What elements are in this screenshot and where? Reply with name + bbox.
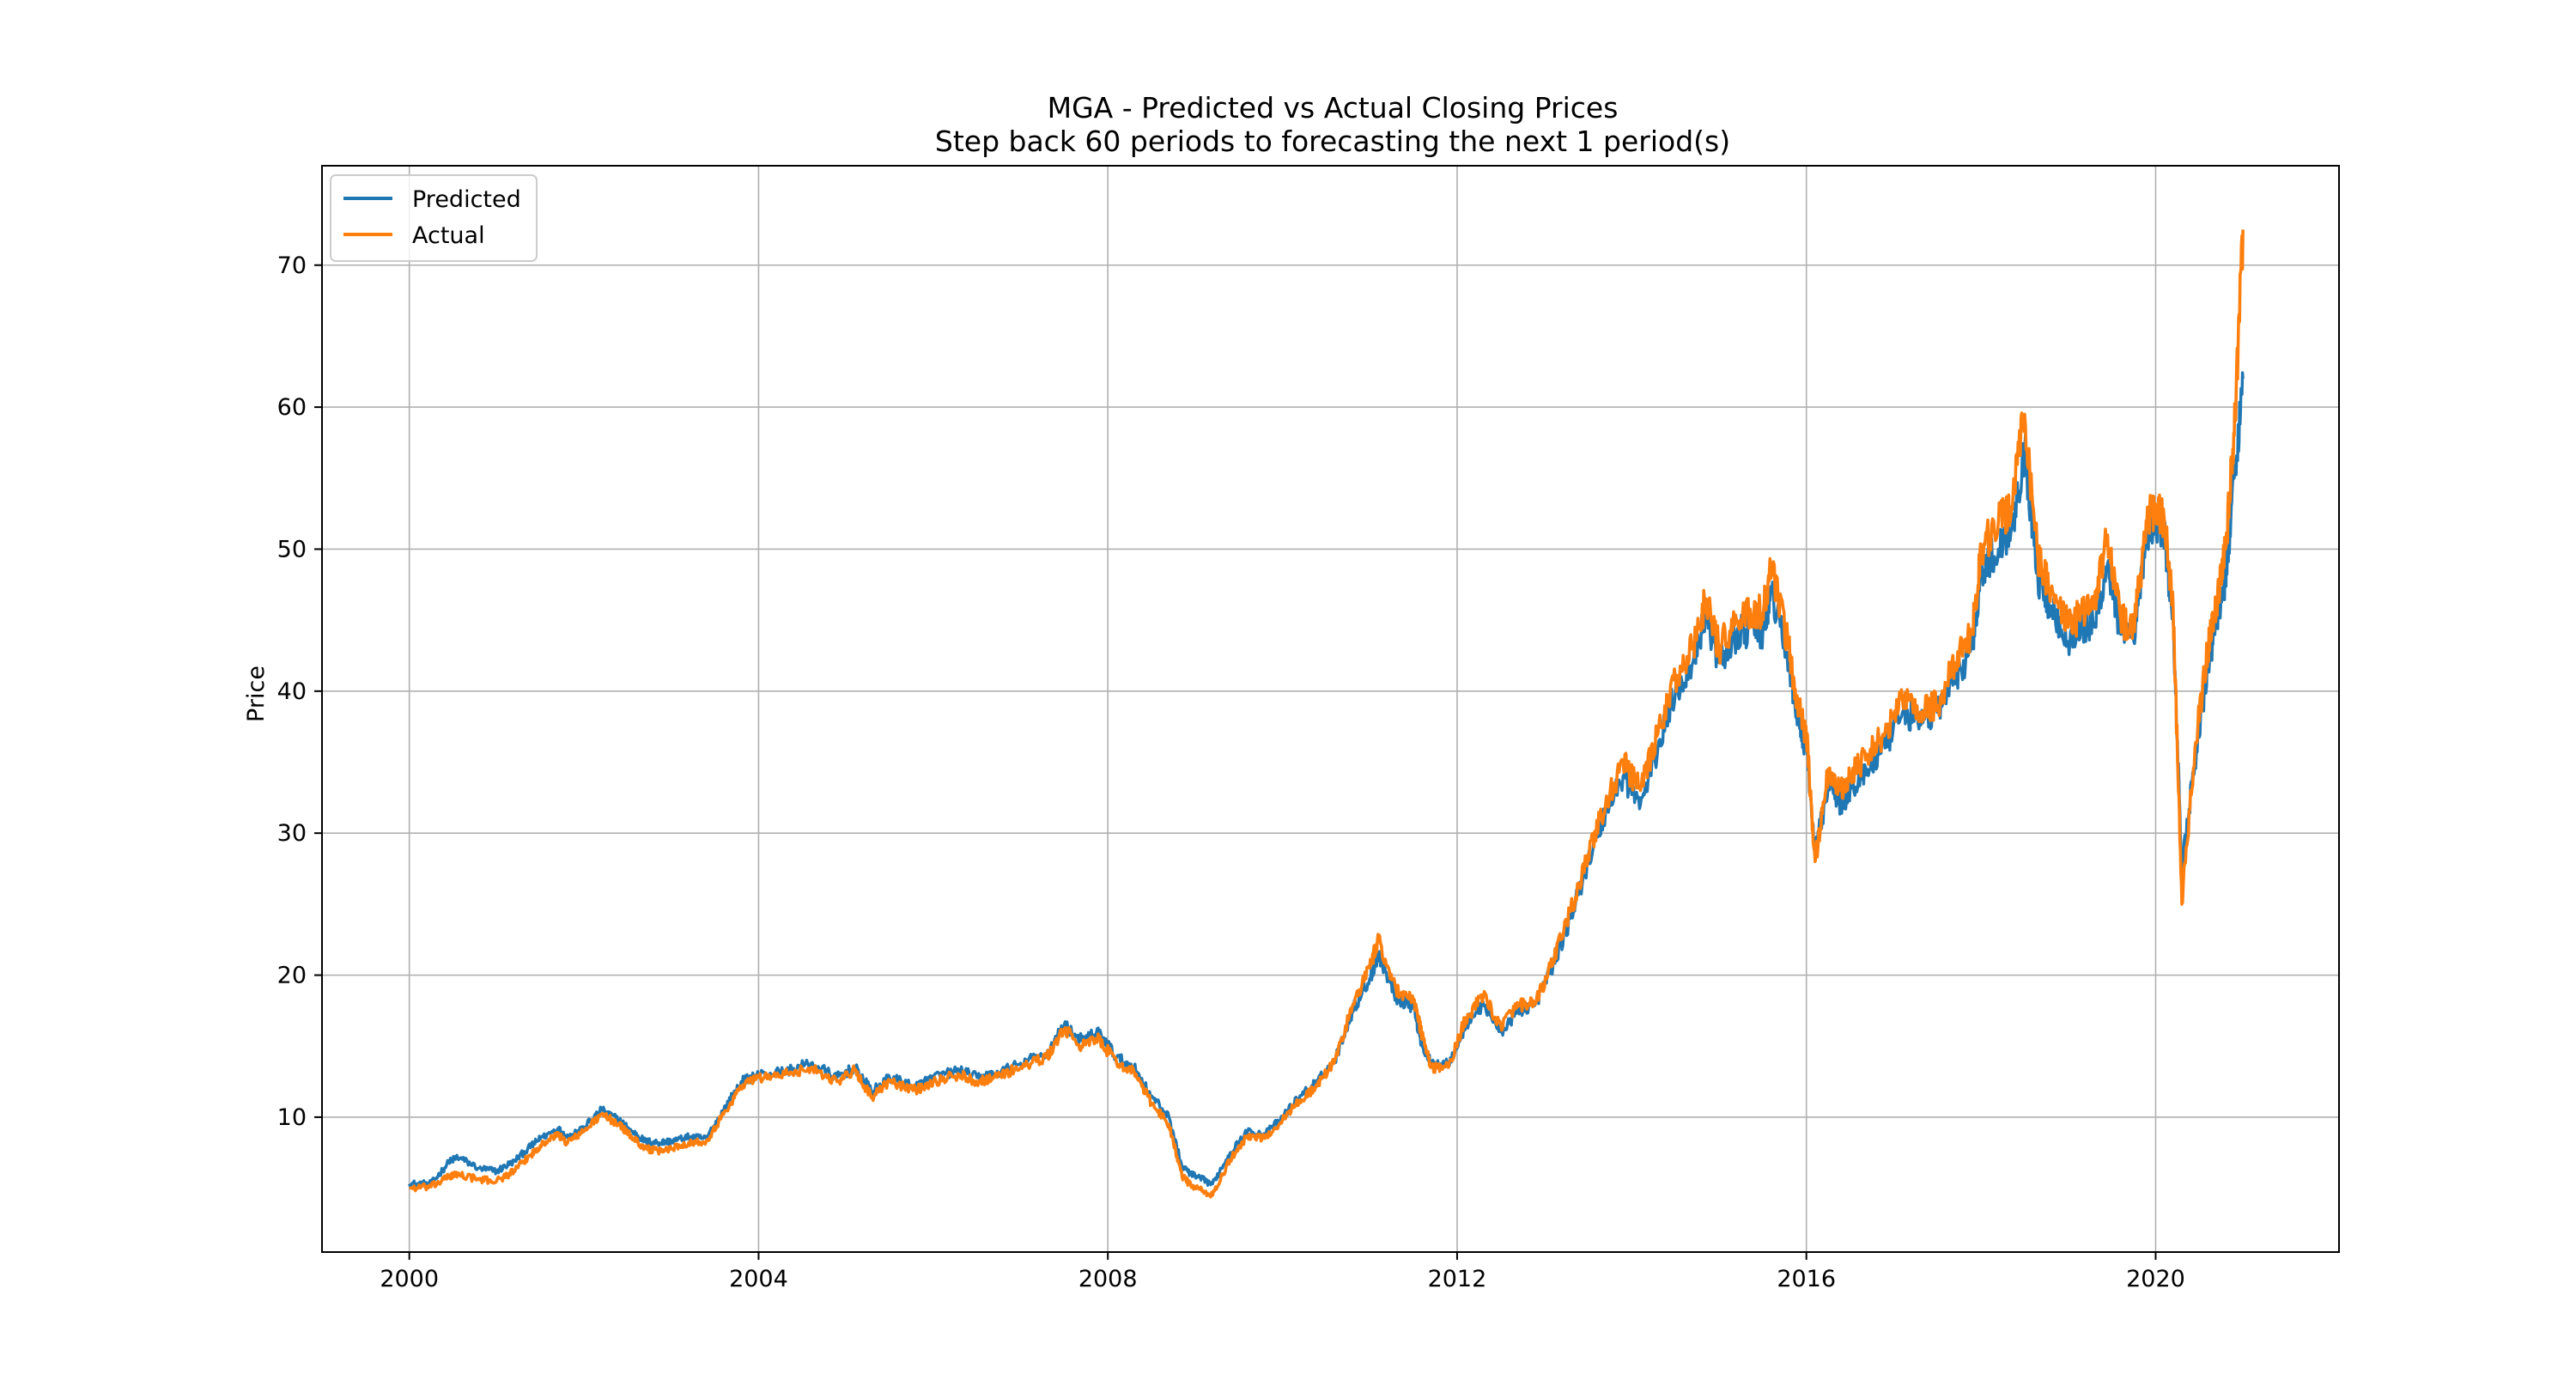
- legend-label-predicted: Predicted: [412, 186, 521, 213]
- x-tick-label: 2004: [729, 1266, 788, 1292]
- y-tick-label: 20: [277, 963, 307, 989]
- y-tick-label: 50: [277, 536, 307, 562]
- y-tick-label: 40: [277, 678, 307, 705]
- x-tick-label: 2012: [1428, 1266, 1487, 1292]
- chart-title: MGA - Predicted vs Actual Closing Prices: [1048, 91, 1619, 125]
- x-tick-label: 2016: [1777, 1266, 1836, 1292]
- y-axis-label: Price: [243, 666, 270, 722]
- legend-label-actual: Actual: [412, 222, 485, 249]
- y-tick-label: 30: [277, 820, 307, 847]
- series-line-actual: [409, 229, 2245, 1199]
- y-tick-label: 10: [277, 1104, 307, 1131]
- y-tick-label: 60: [277, 394, 307, 421]
- x-tick-label: 2020: [2126, 1266, 2185, 1292]
- y-axis: 10 20 30 40 50 60 70: [277, 252, 322, 1131]
- x-tick-label: 2000: [380, 1266, 439, 1292]
- x-tick-label: 2008: [1078, 1266, 1138, 1292]
- chart-subtitle: Step back 60 periods to forecasting the …: [935, 125, 1730, 158]
- y-tick-label: 70: [277, 252, 307, 279]
- series-lines: [408, 229, 2245, 1199]
- x-axis: 2000 2004 2008 2012 2016 2020: [380, 1252, 2185, 1292]
- legend: Predicted Actual: [330, 174, 538, 262]
- plot-area-frame: [321, 165, 2340, 1253]
